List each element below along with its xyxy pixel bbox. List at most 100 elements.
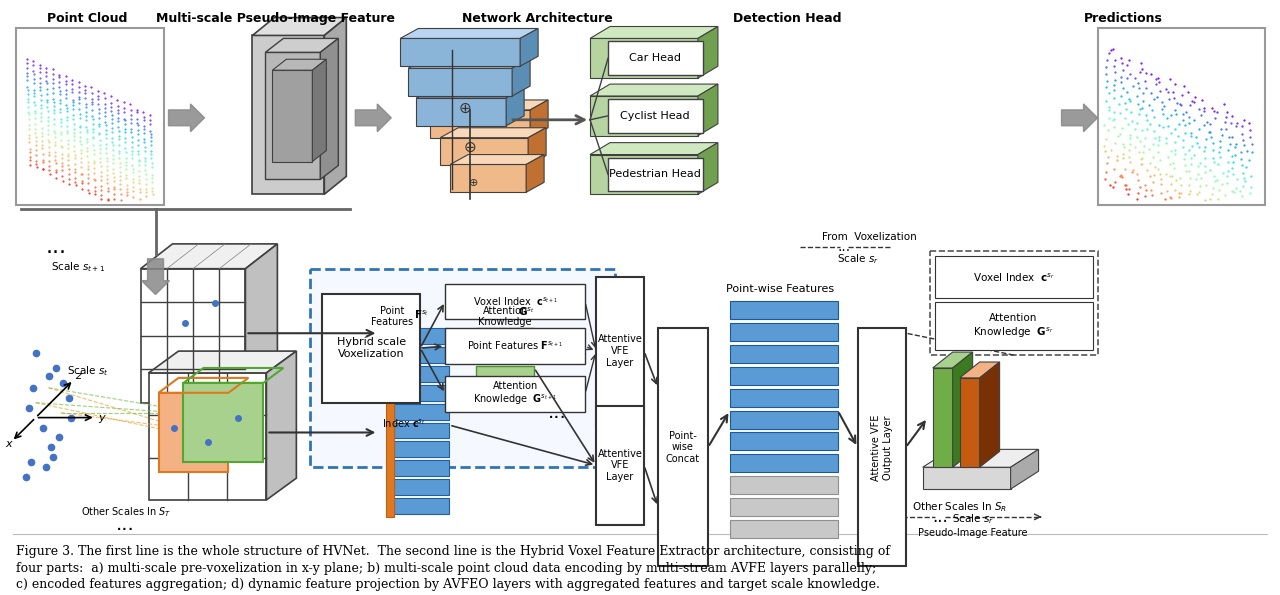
Polygon shape <box>273 60 326 70</box>
Polygon shape <box>698 143 718 194</box>
Polygon shape <box>960 378 979 467</box>
Polygon shape <box>1061 104 1097 131</box>
FancyBboxPatch shape <box>730 411 838 428</box>
Polygon shape <box>266 351 297 500</box>
Text: z: z <box>74 371 81 381</box>
Polygon shape <box>401 29 538 39</box>
Polygon shape <box>590 143 718 155</box>
Text: Other Scales In $S_R$: Other Scales In $S_R$ <box>913 500 1007 514</box>
Polygon shape <box>923 449 1038 467</box>
Text: Attention
Knowledge: Attention Knowledge <box>479 306 532 327</box>
Polygon shape <box>1011 449 1038 489</box>
Text: Attentive
VFE
Layer: Attentive VFE Layer <box>598 334 643 368</box>
FancyBboxPatch shape <box>658 328 708 566</box>
Text: Attentive VFE
Output Layer: Attentive VFE Output Layer <box>870 414 892 481</box>
FancyBboxPatch shape <box>934 256 1093 299</box>
FancyBboxPatch shape <box>394 347 449 363</box>
Polygon shape <box>698 27 718 78</box>
Polygon shape <box>430 110 530 137</box>
Polygon shape <box>698 84 718 136</box>
FancyBboxPatch shape <box>394 441 449 458</box>
FancyBboxPatch shape <box>394 366 449 382</box>
Text: Point-
wise
Concat: Point- wise Concat <box>666 431 700 464</box>
Text: Pseudo-Image Feature: Pseudo-Image Feature <box>918 528 1028 538</box>
Polygon shape <box>451 164 526 192</box>
Text: Figure 3. The first line is the whole structure of HVNet.  The second line is th: Figure 3. The first line is the whole st… <box>15 544 890 558</box>
Polygon shape <box>265 39 338 52</box>
Polygon shape <box>430 100 548 110</box>
Polygon shape <box>960 362 1000 378</box>
Polygon shape <box>324 18 347 194</box>
Polygon shape <box>408 68 512 96</box>
FancyBboxPatch shape <box>387 328 394 517</box>
Polygon shape <box>506 88 524 126</box>
FancyBboxPatch shape <box>934 302 1093 350</box>
Polygon shape <box>451 155 544 164</box>
Polygon shape <box>265 52 320 179</box>
Text: ⊕: ⊕ <box>463 140 476 155</box>
Text: ⊕: ⊕ <box>470 178 479 189</box>
Polygon shape <box>440 137 529 165</box>
Polygon shape <box>440 128 547 137</box>
Polygon shape <box>142 259 169 295</box>
Text: ...: ... <box>932 508 947 526</box>
Polygon shape <box>923 467 1011 489</box>
Text: Index $\mathbf{c}^{s_t}$: Index $\mathbf{c}^{s_t}$ <box>383 417 426 430</box>
Text: ⊕: ⊕ <box>458 101 471 115</box>
Polygon shape <box>148 373 266 500</box>
Polygon shape <box>520 29 538 66</box>
Polygon shape <box>169 104 205 131</box>
Text: Network Architecture: Network Architecture <box>462 12 613 25</box>
FancyBboxPatch shape <box>394 385 449 400</box>
Text: Pedestrian Head: Pedestrian Head <box>609 170 701 180</box>
Polygon shape <box>252 18 347 36</box>
Polygon shape <box>590 39 698 78</box>
Text: Multi-scale Pseudo-Image Feature: Multi-scale Pseudo-Image Feature <box>156 12 396 25</box>
Polygon shape <box>273 70 312 161</box>
FancyBboxPatch shape <box>730 433 838 450</box>
Polygon shape <box>590 96 698 136</box>
Text: Scale $s_r$: Scale $s_r$ <box>951 512 993 526</box>
Text: Point Cloud: Point Cloud <box>47 12 128 25</box>
Text: Scale $s_t$: Scale $s_t$ <box>67 364 109 378</box>
Text: Point Features $\mathbf{F}^{s_{t+1}}$: Point Features $\mathbf{F}^{s_{t+1}}$ <box>467 340 563 352</box>
Polygon shape <box>252 36 324 194</box>
Polygon shape <box>933 368 952 467</box>
FancyBboxPatch shape <box>394 461 449 476</box>
FancyBboxPatch shape <box>730 520 838 538</box>
FancyBboxPatch shape <box>730 367 838 385</box>
FancyBboxPatch shape <box>15 29 164 205</box>
FancyBboxPatch shape <box>323 293 420 403</box>
Polygon shape <box>933 352 973 368</box>
Text: ...: ... <box>116 515 134 534</box>
Text: Voxel Index  $\mathbf{c}^{s_{t+1}}$: Voxel Index $\mathbf{c}^{s_{t+1}}$ <box>472 295 558 308</box>
Text: ...: ... <box>548 403 567 422</box>
FancyBboxPatch shape <box>445 376 585 412</box>
FancyBboxPatch shape <box>730 302 838 320</box>
FancyBboxPatch shape <box>730 498 838 516</box>
Text: Predictions: Predictions <box>1084 12 1162 25</box>
Polygon shape <box>141 244 278 269</box>
Text: Scale $s_{t+1}$: Scale $s_{t+1}$ <box>51 260 105 274</box>
Polygon shape <box>530 100 548 137</box>
Text: y: y <box>99 412 105 422</box>
Text: Point
Features: Point Features <box>371 306 413 327</box>
FancyBboxPatch shape <box>1097 29 1266 205</box>
FancyBboxPatch shape <box>476 366 534 400</box>
Polygon shape <box>320 39 338 179</box>
FancyBboxPatch shape <box>730 345 838 363</box>
Text: Attention
Knowledge  $\mathbf{G}^{s_{t+1}}$: Attention Knowledge $\mathbf{G}^{s_{t+1}… <box>474 381 557 407</box>
Text: Hybrid scale
Voxelization: Hybrid scale Voxelization <box>337 337 406 359</box>
Polygon shape <box>408 58 530 68</box>
FancyBboxPatch shape <box>476 328 534 362</box>
Polygon shape <box>979 362 1000 467</box>
Polygon shape <box>512 58 530 96</box>
Polygon shape <box>952 352 973 467</box>
Polygon shape <box>356 104 392 131</box>
Polygon shape <box>401 39 520 66</box>
FancyBboxPatch shape <box>608 42 703 75</box>
Polygon shape <box>590 84 718 96</box>
Text: Attentive
VFE
Layer: Attentive VFE Layer <box>598 449 643 482</box>
Polygon shape <box>159 393 228 472</box>
Text: Attention
Knowledge  $\mathbf{G}^{s_r}$: Attention Knowledge $\mathbf{G}^{s_r}$ <box>973 313 1053 340</box>
